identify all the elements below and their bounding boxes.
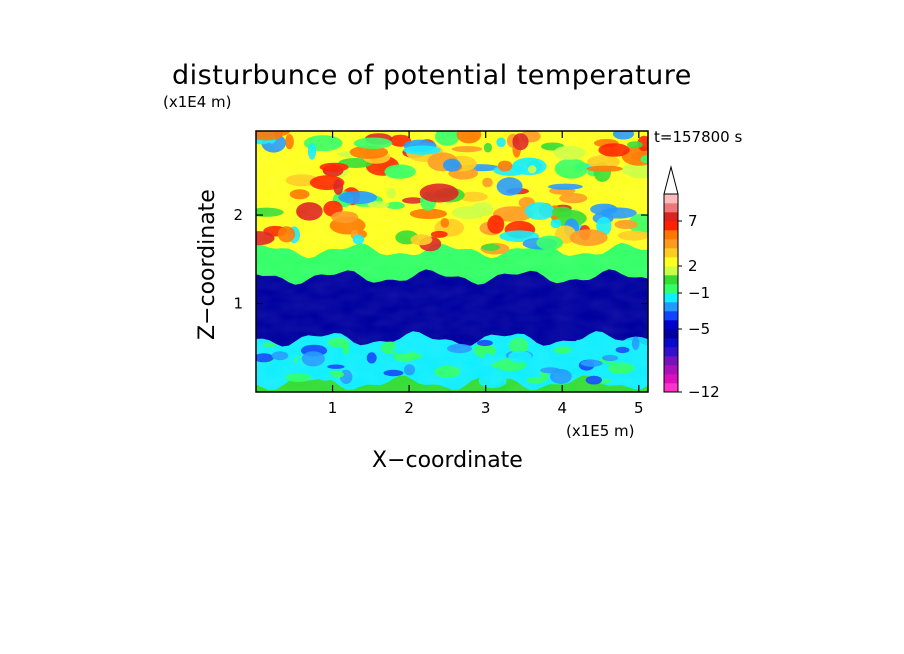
colorbar-swatch bbox=[664, 329, 678, 339]
colorbar-swatch bbox=[664, 239, 678, 249]
time-annotation: t=157800 s bbox=[654, 128, 743, 146]
colorbar-swatch bbox=[664, 203, 678, 213]
colorbar-swatch bbox=[664, 302, 678, 312]
colorbar-swatch bbox=[664, 374, 678, 384]
colorbar-label: −12 bbox=[688, 383, 720, 401]
colorbar-swatch bbox=[664, 221, 678, 231]
colorbar-swatch bbox=[664, 284, 678, 294]
x-axis-label: X−coordinate bbox=[372, 448, 523, 473]
colorbar-label: 7 bbox=[688, 212, 698, 230]
x-tick-label: 1 bbox=[328, 399, 338, 417]
colorbar-label: 2 bbox=[688, 257, 698, 275]
colorbar-label: −1 bbox=[688, 284, 710, 302]
colorbar-swatch bbox=[664, 365, 678, 375]
colorbar-swatch bbox=[664, 293, 678, 303]
contour-field bbox=[256, 131, 648, 392]
colorbar-swatch bbox=[664, 248, 678, 258]
x-tick-label: 2 bbox=[404, 399, 414, 417]
colorbar-swatch bbox=[664, 212, 678, 222]
y-axis-unit: (x1E4 m) bbox=[163, 93, 232, 111]
x-tick-label: 5 bbox=[634, 399, 644, 417]
colorbar-swatch bbox=[664, 257, 678, 267]
plot-border bbox=[255, 130, 649, 393]
x-axis-ticks: 1 2 3 4 5 bbox=[328, 131, 644, 417]
colorbar-swatch bbox=[664, 356, 678, 366]
colorbar: 7 2 −1 −5 −12 bbox=[663, 165, 720, 401]
colorbar-swatch bbox=[664, 230, 678, 240]
colorbar-swatch bbox=[664, 275, 678, 285]
x-tick-label: 4 bbox=[557, 399, 567, 417]
y-tick-label: 1 bbox=[233, 295, 243, 313]
texture-overlay bbox=[256, 131, 648, 392]
colorbar-swatch bbox=[664, 338, 678, 348]
colorbar-swatch bbox=[664, 347, 678, 357]
chart-title: disturbunce of potential temperature bbox=[172, 60, 692, 91]
colorbar-swatch bbox=[664, 194, 678, 204]
y-axis-ticks: 12 bbox=[233, 206, 648, 313]
plot-frame bbox=[255, 130, 649, 393]
x-tick-label: 3 bbox=[481, 399, 491, 417]
colorbar-extend-arrow bbox=[663, 165, 679, 195]
x-axis-unit: (x1E5 m) bbox=[566, 422, 635, 440]
colorbar-swatch bbox=[664, 311, 678, 321]
colorbar-label: −5 bbox=[688, 320, 710, 338]
colorbar-swatch bbox=[664, 320, 678, 330]
colorbar-swatch bbox=[664, 266, 678, 276]
y-tick-label: 2 bbox=[233, 206, 243, 224]
colorbar-swatch bbox=[664, 383, 678, 393]
